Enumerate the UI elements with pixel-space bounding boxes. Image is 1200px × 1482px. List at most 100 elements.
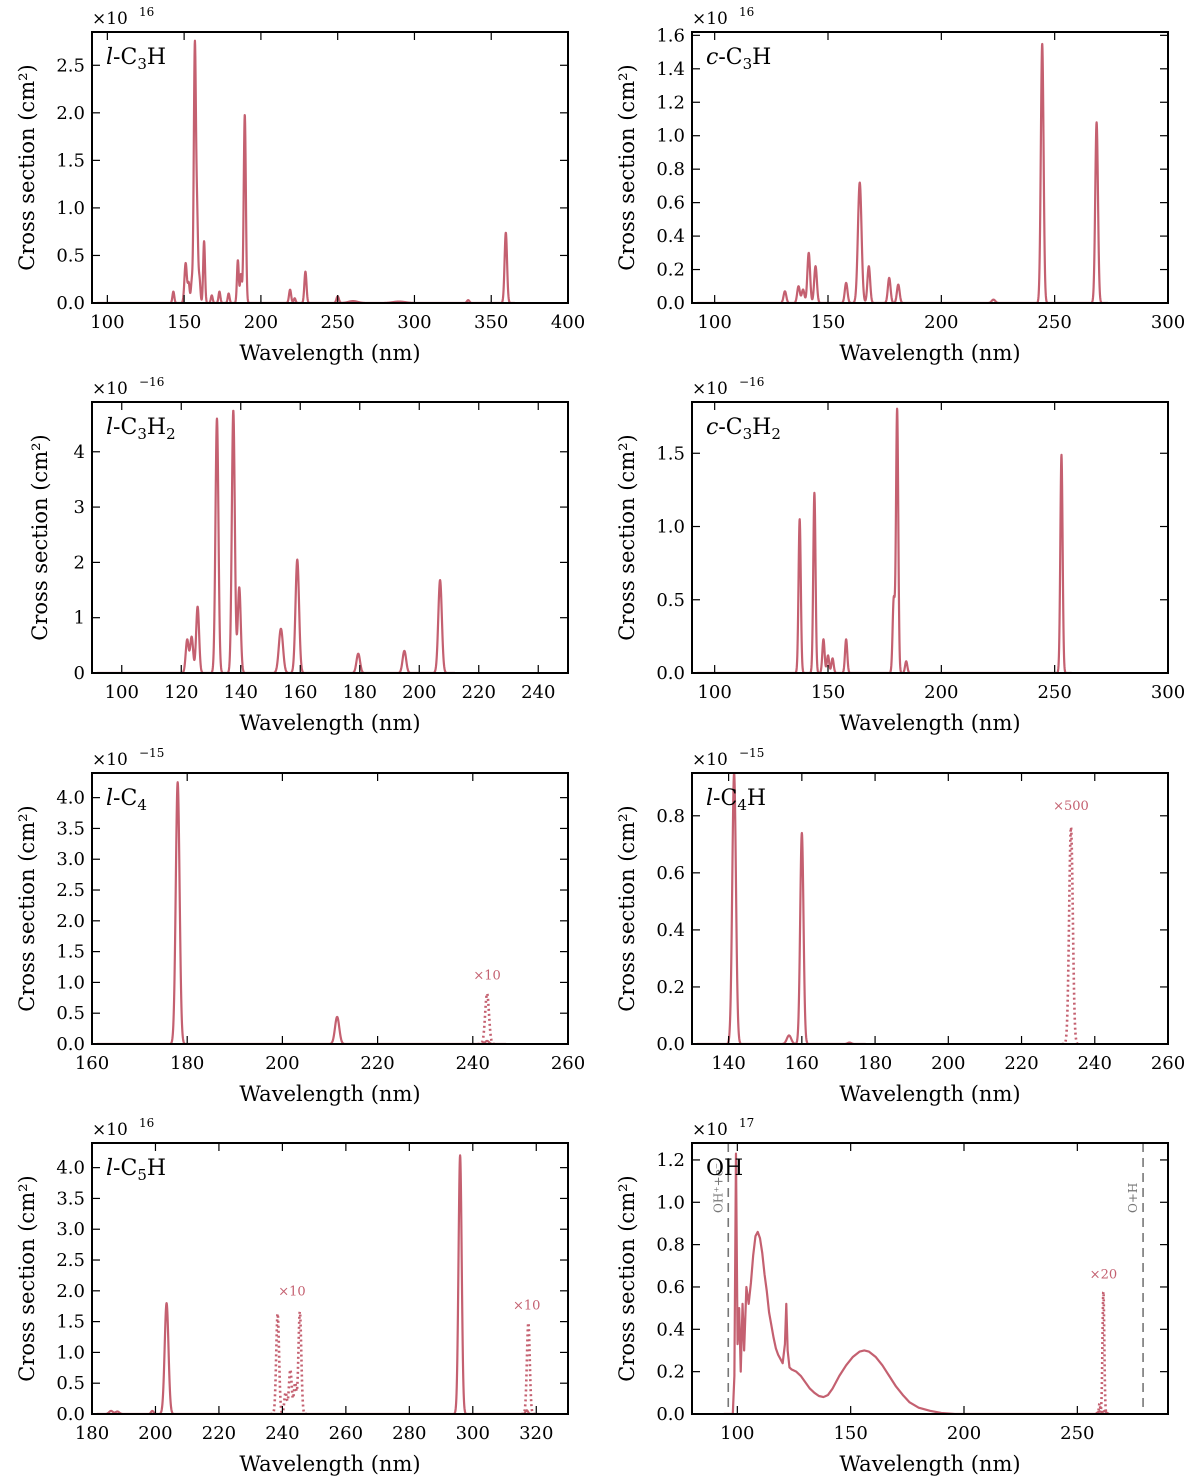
x-tick-label: 300 bbox=[397, 312, 431, 333]
x-tick-label: 200 bbox=[924, 682, 958, 703]
species-label: l-C3H bbox=[106, 45, 166, 73]
y-tick-label: 0.8 bbox=[656, 806, 685, 827]
y-tick-label: 1.2 bbox=[656, 1150, 685, 1171]
axis-multiplier: ×10 bbox=[692, 750, 728, 770]
series-solid-0 bbox=[95, 39, 516, 303]
y-tick-label: 0.5 bbox=[56, 1373, 85, 1394]
dissociation-label: O+H bbox=[1126, 1183, 1140, 1213]
x-tick-label: 200 bbox=[947, 1423, 981, 1444]
x-tick-label: 220 bbox=[202, 1423, 236, 1444]
series-solid-0 bbox=[695, 407, 1073, 673]
axis-multiplier-exponent: −16 bbox=[139, 375, 164, 389]
dissociation-label: OH⁺+e⁻ bbox=[711, 1163, 725, 1213]
x-tick-label: 320 bbox=[519, 1423, 553, 1444]
y-axis-label: Cross section (cm²) bbox=[15, 64, 39, 270]
x-tick-label: 350 bbox=[474, 312, 508, 333]
y-tick-label: 0.4 bbox=[656, 920, 685, 941]
x-tick-label: 250 bbox=[1037, 312, 1071, 333]
y-tick-label: 1.0 bbox=[56, 1342, 85, 1363]
y-tick-label: 0.6 bbox=[656, 193, 685, 214]
axis-multiplier: ×10 bbox=[92, 379, 128, 399]
y-tick-label: 0 bbox=[74, 663, 85, 684]
plot-frame bbox=[91, 31, 569, 304]
x-tick-label: 160 bbox=[75, 1053, 109, 1074]
plot-frame bbox=[91, 1142, 569, 1415]
y-tick-label: 1.0 bbox=[656, 517, 685, 538]
x-tick-label: 400 bbox=[551, 312, 585, 333]
x-tick-label: 200 bbox=[924, 312, 958, 333]
y-tick-label: 1.4 bbox=[656, 59, 685, 80]
species-label: l-C4H bbox=[706, 786, 766, 814]
y-tick-label: 1.5 bbox=[56, 150, 85, 171]
y-tick-label: 3.5 bbox=[56, 1188, 85, 1209]
x-tick-label: 100 bbox=[697, 682, 731, 703]
axis-multiplier: ×10 bbox=[692, 1120, 728, 1140]
y-tick-label: 3.5 bbox=[56, 818, 85, 839]
x-tick-label: 300 bbox=[1151, 682, 1185, 703]
y-tick-label: 1.5 bbox=[56, 942, 85, 963]
x-axis-label: Wavelength (nm) bbox=[839, 341, 1020, 365]
x-tick-label: 150 bbox=[167, 312, 201, 333]
series-solid-0 bbox=[95, 781, 508, 1044]
y-tick-label: 0.0 bbox=[656, 663, 685, 684]
series-dotted-1 bbox=[1095, 1290, 1109, 1414]
scale-annotation: ×10 bbox=[473, 968, 500, 983]
x-axis-label: Wavelength (nm) bbox=[239, 1082, 420, 1106]
y-tick-label: 1.5 bbox=[656, 443, 685, 464]
species-label: l-C5H bbox=[106, 1156, 166, 1184]
x-tick-label: 120 bbox=[164, 682, 198, 703]
y-tick-label: 2.5 bbox=[56, 55, 85, 76]
y-tick-label: 1.2 bbox=[656, 92, 685, 113]
y-tick-label: 3 bbox=[74, 497, 85, 518]
panel-l-c4: ×10 160 180 200 220 240 260 0.0 0.5 1.0 1.5 2.0 2.5 3… bbox=[15, 746, 585, 1106]
series-dotted-1 bbox=[476, 992, 498, 1044]
panel-oh: OH⁺+e⁻ O+H ×20 100 150 200 250 0.0 0.2 0.4 0.6 0.8 1… bbox=[615, 1116, 1169, 1476]
species-label: l-C3H2 bbox=[106, 415, 176, 443]
y-tick-label: 1.0 bbox=[656, 126, 685, 147]
scale-annotation: ×10 bbox=[513, 1298, 540, 1313]
x-tick-label: 240 bbox=[521, 682, 555, 703]
y-tick-label: 0.8 bbox=[656, 159, 685, 180]
x-tick-label: 150 bbox=[811, 312, 845, 333]
x-tick-label: 100 bbox=[720, 1423, 754, 1444]
y-tick-label: 1.5 bbox=[56, 1312, 85, 1333]
y-tick-label: 0.4 bbox=[656, 1319, 685, 1340]
x-tick-label: 250 bbox=[1060, 1423, 1094, 1444]
panel-l-c3h2: 100 120 140 160 180 200 220 240 0 1 2 3 4 Wavelength … bbox=[28, 375, 569, 735]
y-axis-label: Cross section (cm²) bbox=[615, 64, 639, 270]
axis-multiplier-exponent: −16 bbox=[739, 375, 764, 389]
y-tick-label: 0.4 bbox=[656, 226, 685, 247]
y-tick-label: 0.0 bbox=[656, 1404, 685, 1425]
x-tick-label: 150 bbox=[833, 1423, 867, 1444]
plot-frame bbox=[691, 31, 1169, 304]
plot-frame bbox=[691, 401, 1169, 674]
y-tick-label: 3.0 bbox=[56, 849, 85, 870]
x-tick-label: 100 bbox=[105, 682, 139, 703]
y-tick-label: 1 bbox=[74, 608, 85, 629]
x-tick-label: 260 bbox=[329, 1423, 363, 1444]
x-tick-label: 220 bbox=[1004, 1053, 1038, 1074]
y-tick-label: 0.2 bbox=[656, 977, 685, 998]
y-axis-label: Cross section (cm²) bbox=[15, 1175, 39, 1381]
x-tick-label: 240 bbox=[456, 1053, 490, 1074]
x-tick-label: 160 bbox=[785, 1053, 819, 1074]
x-tick-label: 240 bbox=[1078, 1053, 1112, 1074]
x-axis-label: Wavelength (nm) bbox=[239, 341, 420, 365]
x-axis-label: Wavelength (nm) bbox=[839, 1452, 1020, 1476]
y-tick-label: 0.5 bbox=[56, 1003, 85, 1024]
y-tick-label: 3.0 bbox=[56, 1219, 85, 1240]
y-tick-label: 0.0 bbox=[56, 1404, 85, 1425]
x-tick-label: 300 bbox=[1151, 312, 1185, 333]
panel-l-c3h: 100 150 200 250 300 350 400 0.0 0.5 1.0 1.5 2.0 2.5 W… bbox=[15, 5, 585, 365]
x-tick-label: 200 bbox=[402, 682, 436, 703]
y-tick-label: 1.6 bbox=[656, 25, 685, 46]
y-tick-label: 2.5 bbox=[56, 1250, 85, 1271]
plot-frame bbox=[91, 401, 569, 674]
axis-multiplier-exponent: −15 bbox=[139, 746, 164, 760]
x-tick-label: 280 bbox=[392, 1423, 426, 1444]
x-tick-label: 180 bbox=[170, 1053, 204, 1074]
species-label: c-C3H2 bbox=[706, 415, 781, 443]
axis-multiplier-exponent: 16 bbox=[139, 1116, 154, 1130]
y-tick-label: 0.5 bbox=[656, 590, 685, 611]
